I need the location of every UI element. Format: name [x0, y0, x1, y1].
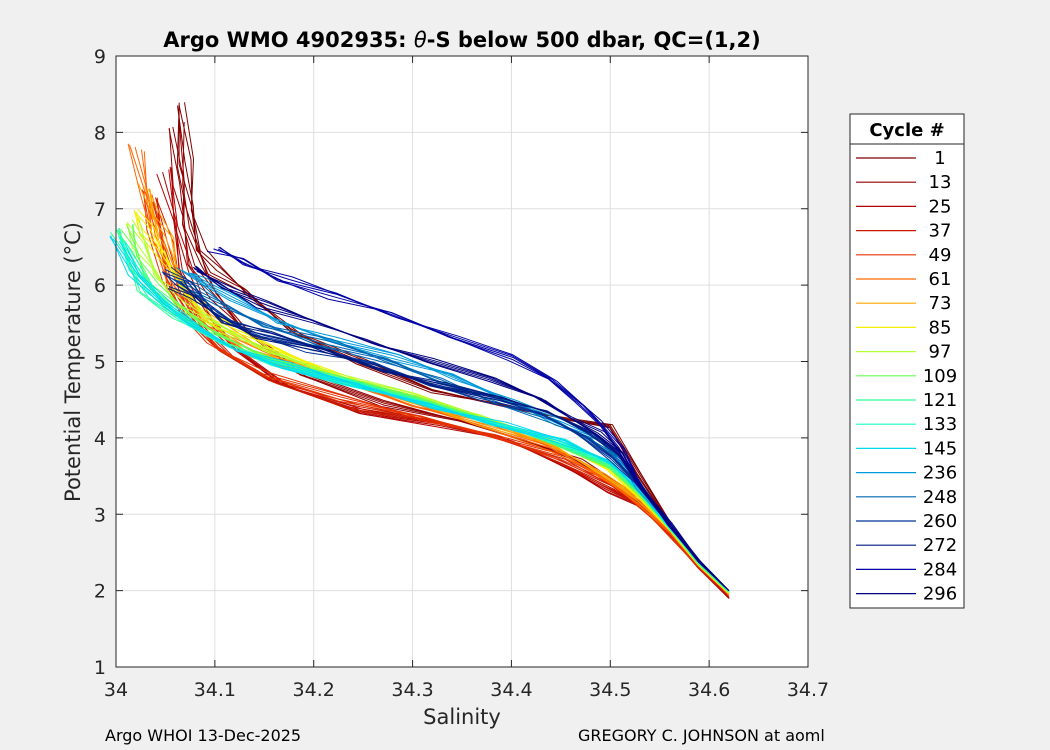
y-tick-label: 2: [94, 581, 106, 603]
title-prefix: Argo WMO 4902935:: [163, 28, 414, 52]
series-line-cycle-296: [196, 270, 730, 591]
y-tick-label: 3: [94, 504, 106, 526]
series-line-cycle-296: [193, 268, 730, 591]
legend-label: 248: [923, 487, 957, 508]
legend-label: 73: [929, 293, 952, 314]
legend-label: 145: [923, 438, 957, 459]
series-lines: [109, 102, 730, 599]
x-tick-label: 34.6: [688, 679, 730, 701]
legend-label: 296: [923, 584, 957, 605]
legend-label: 133: [923, 414, 957, 435]
legend-label: 272: [923, 535, 957, 556]
legend: Cycle # 1 13 25 37 49 61 73 85 97 109 121 133 145 236…: [849, 113, 965, 609]
legend-label: 97: [929, 342, 952, 363]
legend-label: 85: [929, 317, 952, 338]
x-tick-label: 34.3: [391, 679, 433, 701]
legend-label: 236: [923, 463, 957, 484]
y-tick-label: 9: [94, 46, 106, 68]
series-line-cycle-1: [178, 104, 730, 599]
legend-label: 1: [934, 148, 945, 169]
x-axis-label: Salinity: [423, 705, 501, 729]
x-tick-label: 34: [104, 679, 128, 701]
y-tick-label: 8: [94, 122, 106, 144]
legend-entries: 1 13 25 37 49 61 73 85 97 109 121 133 145 236 248 260 27…: [856, 148, 957, 605]
legend-label: 37: [929, 221, 952, 242]
series-line-cycle-145: [109, 236, 730, 591]
x-tick-label: 34.4: [490, 679, 532, 701]
legend-label: 49: [929, 245, 952, 266]
legend-label: 109: [923, 366, 957, 387]
legend-label: 121: [923, 390, 957, 411]
title-theta-symbol: θ: [414, 28, 427, 52]
title-suffix: -S below 500 dbar, QC=(1,2): [427, 28, 761, 52]
legend-box: [849, 113, 965, 609]
x-tick-label: 34.1: [194, 679, 236, 701]
y-tick-label: 7: [94, 199, 106, 221]
series-line-cycle-145: [110, 235, 730, 591]
y-tick-label: 4: [94, 428, 106, 450]
y-axis-label: Potential Temperature (°C): [61, 222, 85, 502]
legend-label: 260: [923, 511, 957, 532]
y-tick-label: 1: [94, 657, 106, 679]
footer-left-text: Argo WHOI 13-Dec-2025: [105, 726, 301, 745]
x-tick-label: 34.2: [293, 679, 335, 701]
chart-title: Argo WMO 4902935: θ-S below 500 dbar, QC…: [163, 28, 760, 52]
legend-label: 13: [929, 172, 952, 193]
legend-label: 25: [929, 196, 952, 217]
legend-title: Cycle #: [869, 120, 944, 141]
legend-label: 61: [929, 269, 952, 290]
x-tick-label: 34.5: [589, 679, 631, 701]
y-tick-label: 6: [94, 275, 106, 297]
legend-label: 284: [923, 559, 957, 580]
y-tick-label: 5: [94, 352, 106, 374]
footer-right-text: GREGORY C. JOHNSON at aoml: [578, 726, 825, 745]
x-tick-label: 34.7: [787, 679, 829, 701]
